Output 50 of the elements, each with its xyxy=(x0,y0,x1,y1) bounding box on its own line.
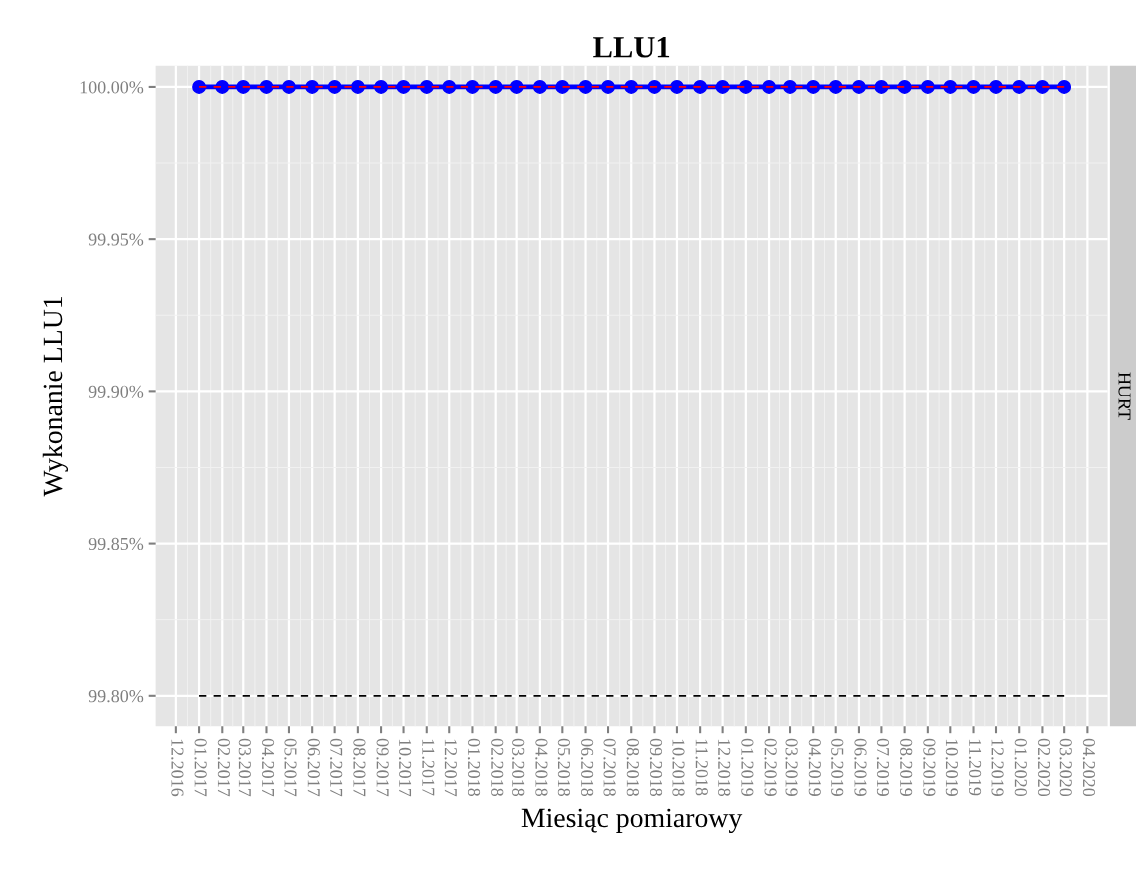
x-tick-label: 04.2019 xyxy=(808,738,821,796)
x-tick-label: 08.2018 xyxy=(626,738,639,797)
x-tick-label: 11.2017 xyxy=(422,739,435,796)
x-tick-label: 08.2017 xyxy=(353,738,366,797)
x-tick-label: 06.2019 xyxy=(854,738,867,796)
x-tick-label: 04.2017 xyxy=(261,738,275,797)
x-tick-label: 05.2018 xyxy=(557,738,570,797)
x-tick-label: 12.2016 xyxy=(171,739,184,797)
x-tick-label: 03.2017 xyxy=(238,738,251,797)
x-tick-label: 08.2019 xyxy=(900,738,913,796)
x-tick-label: 12.2017 xyxy=(444,739,457,797)
chart-title: LLU1 xyxy=(593,37,670,58)
x-tick-label: 07.2019 xyxy=(876,738,890,796)
y-tick-label: 99.95% xyxy=(88,233,144,246)
x-tick-label: 04.2020 xyxy=(1082,738,1096,797)
x-tick-label: 06.2018 xyxy=(580,738,594,797)
x-tick-label: 07.2018 xyxy=(603,738,616,797)
x-tick-label: 01.2019 xyxy=(741,738,754,796)
x-tick-label: 05.2017 xyxy=(284,738,297,797)
x-tick-label: 12.2018 xyxy=(718,739,731,797)
x-tick-label: 12.2019 xyxy=(991,739,1004,796)
x-tick-label: 10.2018 xyxy=(672,739,685,797)
x-tick-label: 11.2018 xyxy=(695,739,708,796)
x-tick-label: 01.2017 xyxy=(194,738,207,797)
x-tick-label: 02.2019 xyxy=(764,738,777,796)
y-tick-label: 100.00% xyxy=(80,81,144,94)
x-tick-label: 03.2018 xyxy=(512,738,525,797)
x-tick-label: 02.2020 xyxy=(1037,738,1051,797)
x-tick-label: 02.2017 xyxy=(217,738,230,797)
x-tick-label: 05.2019 xyxy=(831,738,844,796)
y-axis-title: Wykonanie LLU1 xyxy=(42,297,69,497)
x-tick-label: 09.2019 xyxy=(923,738,936,796)
x-tick-label: 09.2017 xyxy=(376,738,389,797)
x-tick-label: 03.2019 xyxy=(785,738,798,796)
x-tick-label: 07.2017 xyxy=(330,738,343,797)
text: HURT xyxy=(1118,372,1131,420)
x-tick-label: 01.2018 xyxy=(467,738,481,797)
x-tick-label: 02.2018 xyxy=(491,738,504,797)
x-tick-label: 09.2018 xyxy=(649,738,663,797)
x-axis-title: Miesiąc pomiarowy xyxy=(521,808,743,834)
y-tick-label: 99.80% xyxy=(88,690,144,703)
x-tick-label: 10.2019 xyxy=(945,739,958,796)
x-tick-label: 03.2020 xyxy=(1059,738,1072,797)
y-tick-label: 99.90% xyxy=(88,385,144,398)
x-tick-label: 10.2017 xyxy=(398,739,412,797)
x-tick-label: 01.2020 xyxy=(1014,738,1027,797)
x-tick-label: 06.2017 xyxy=(307,738,320,797)
x-tick-label: 11.2019 xyxy=(968,739,982,796)
y-tick-label: 99.85% xyxy=(88,537,144,551)
x-tick-label: 04.2018 xyxy=(535,738,548,797)
